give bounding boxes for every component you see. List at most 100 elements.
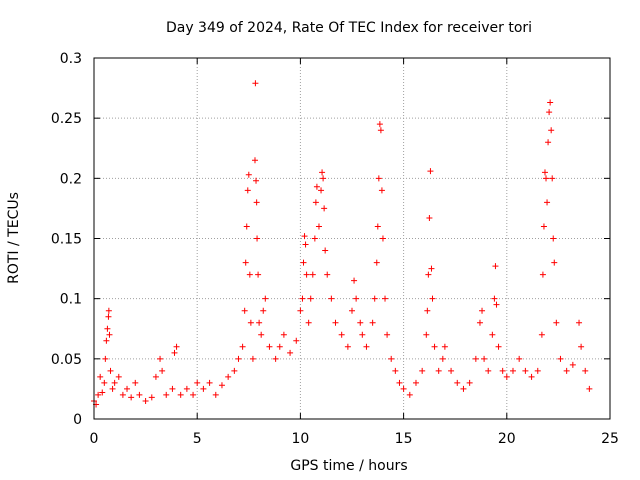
data-point [550, 235, 557, 242]
data-point [576, 319, 583, 326]
data-point [307, 295, 314, 302]
data-point [136, 391, 143, 398]
data-point [183, 385, 190, 392]
data-point [373, 259, 380, 266]
data-point [272, 355, 279, 362]
data-point [266, 343, 273, 350]
data-point [547, 99, 554, 106]
data-point [107, 367, 114, 374]
data-point [344, 343, 351, 350]
data-point [379, 235, 386, 242]
data-point [499, 367, 506, 374]
data-point [375, 175, 382, 182]
data-point [105, 307, 112, 314]
data-point [495, 343, 502, 350]
data-points [91, 80, 593, 408]
data-point [419, 367, 426, 374]
data-point [435, 367, 442, 374]
data-point [384, 331, 391, 338]
data-point [119, 391, 126, 398]
data-point [349, 307, 355, 314]
data-point [429, 295, 436, 302]
data-point [212, 391, 219, 398]
data-point [287, 349, 294, 356]
data-point [206, 379, 213, 386]
data-point [553, 319, 560, 326]
data-point [448, 367, 455, 374]
data-point [132, 379, 139, 386]
data-point [549, 175, 556, 182]
data-point [299, 295, 306, 302]
data-point [252, 80, 259, 87]
data-point [177, 391, 184, 398]
data-point [476, 319, 483, 326]
data-point [544, 199, 551, 206]
data-point [371, 295, 378, 302]
data-point [256, 319, 263, 326]
data-point [412, 379, 419, 386]
y-tick-label: 0.3 [60, 51, 82, 67]
data-point [320, 175, 327, 182]
data-point [319, 169, 326, 176]
data-point [244, 187, 251, 194]
data-point [376, 121, 383, 128]
y-tick-label: 0.15 [51, 232, 82, 248]
y-tick-label: 0.1 [60, 292, 82, 308]
data-point [309, 271, 316, 278]
data-point [509, 367, 516, 374]
data-point [246, 271, 253, 278]
data-point [522, 367, 529, 374]
data-point [441, 343, 448, 350]
data-point [569, 361, 576, 368]
data-point [557, 355, 564, 362]
data-point [303, 271, 310, 278]
data-point [315, 223, 322, 230]
data-point [194, 379, 201, 386]
data-point [200, 385, 207, 392]
data-point [489, 331, 496, 338]
data-point [95, 391, 102, 398]
gridlines [94, 58, 610, 419]
data-point [247, 319, 254, 326]
data-point [382, 295, 389, 302]
data-point [152, 373, 159, 380]
data-point [254, 235, 261, 242]
data-point [578, 343, 585, 350]
data-point [109, 385, 116, 392]
data-point [485, 367, 492, 374]
data-point [297, 307, 304, 314]
data-point [431, 343, 438, 350]
data-point [466, 379, 473, 386]
data-point [311, 235, 318, 242]
data-point [378, 187, 385, 194]
data-point [392, 367, 399, 374]
data-point [543, 175, 550, 182]
y-tick-labels: 0 0.05 0.1 0.15 0.2 0.25 0.3 [51, 51, 82, 428]
data-point [460, 385, 467, 392]
data-point [163, 391, 170, 398]
data-point [481, 355, 488, 362]
x-tick-label: 10 [291, 431, 309, 447]
data-point [528, 373, 535, 380]
data-point [253, 177, 260, 184]
data-point [516, 355, 523, 362]
data-point [582, 367, 589, 374]
data-point [493, 301, 500, 308]
data-point [322, 247, 329, 254]
data-point [540, 223, 547, 230]
data-point [101, 379, 108, 386]
x-tick-labels: 0 5 10 15 20 25 [90, 431, 619, 447]
data-point [253, 199, 260, 206]
data-point [439, 355, 446, 362]
data-point [321, 205, 328, 212]
data-point [169, 385, 176, 392]
data-point [563, 367, 570, 374]
data-point [551, 259, 558, 266]
data-point [173, 343, 180, 350]
data-point [318, 187, 325, 194]
data-point [104, 325, 111, 332]
x-tick-label: 15 [395, 431, 413, 447]
data-point [276, 343, 283, 350]
data-point [541, 169, 548, 176]
data-point [300, 259, 307, 266]
